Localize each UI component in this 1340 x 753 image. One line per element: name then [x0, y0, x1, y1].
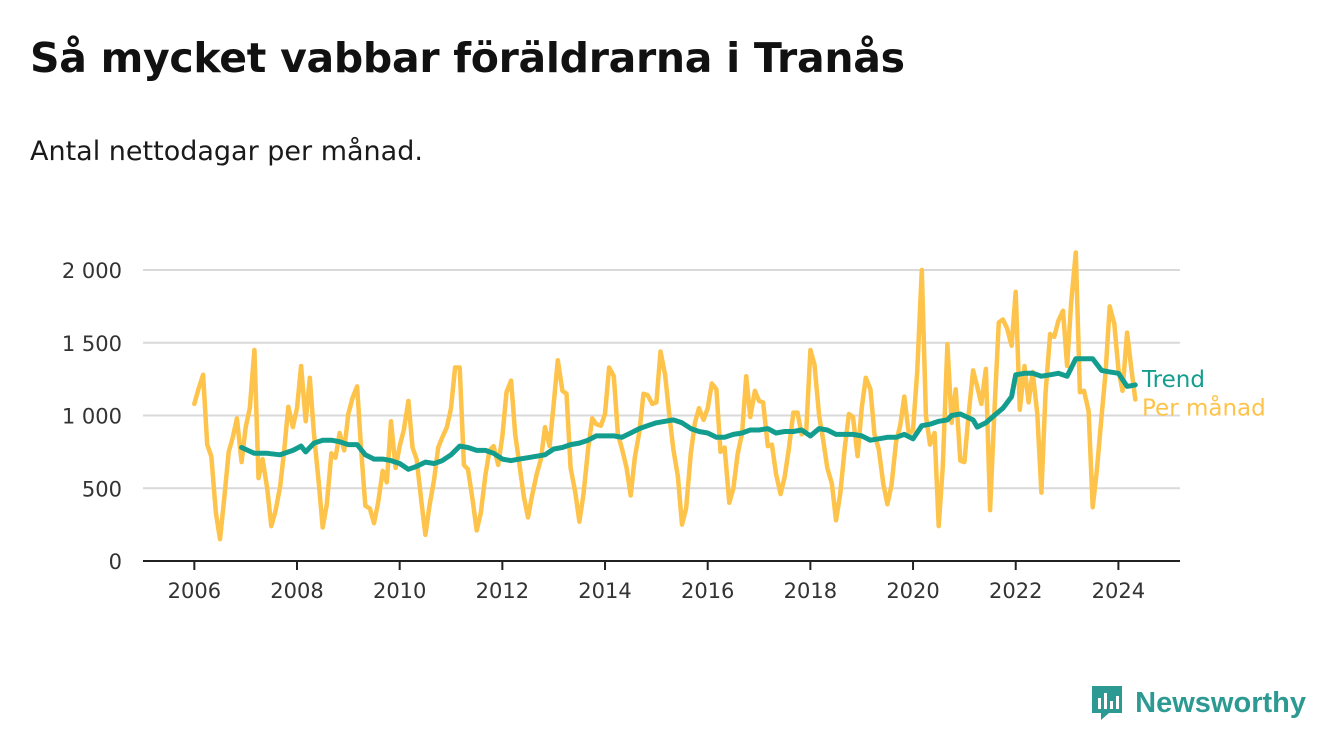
legend-label-monthly: Per månad: [1142, 393, 1266, 421]
x-tick-label: 2012: [476, 579, 529, 603]
x-axis-tick-labels: 2006 2008 2010 2012 2014 2016 2018 2020 2022 2024: [168, 579, 1146, 603]
brand-name: Newsworthy: [1135, 686, 1306, 719]
chart-title: Så mycket vabbar föräldrarna i Tranås: [30, 34, 905, 82]
y-tick-label: 0: [109, 550, 122, 574]
x-tick-label: 2014: [578, 579, 631, 603]
x-tick-label: 2008: [270, 579, 323, 603]
legend-label-trend: Trend: [1141, 367, 1205, 393]
x-tick-label: 2020: [886, 579, 939, 603]
x-tick-label: 2018: [784, 579, 837, 603]
y-tick-label: 2 000: [62, 259, 122, 283]
x-tick-label: 2006: [168, 579, 221, 603]
x-tick-label: 2024: [1092, 579, 1145, 603]
x-tick-label: 2010: [373, 579, 426, 603]
newsworthy-logo-icon: [1092, 686, 1123, 720]
monthly-line: [192, 250, 1138, 542]
brand-logo: Newsworthy: [1089, 683, 1306, 723]
y-tick-label: 500: [82, 477, 122, 501]
y-tick-label: 1 000: [62, 405, 122, 429]
x-tick-label: 2016: [681, 579, 734, 603]
series-lines: [192, 250, 1138, 542]
trend-line: [239, 356, 1138, 472]
y-tick-label: 1 500: [62, 332, 122, 356]
y-axis-tick-labels: 0 500 1 000 1 500 2 000: [62, 259, 122, 574]
x-tick-label: 2022: [989, 579, 1042, 603]
chart-subtitle: Antal nettodagar per månad.: [30, 136, 423, 167]
gridlines: [143, 269, 1180, 570]
